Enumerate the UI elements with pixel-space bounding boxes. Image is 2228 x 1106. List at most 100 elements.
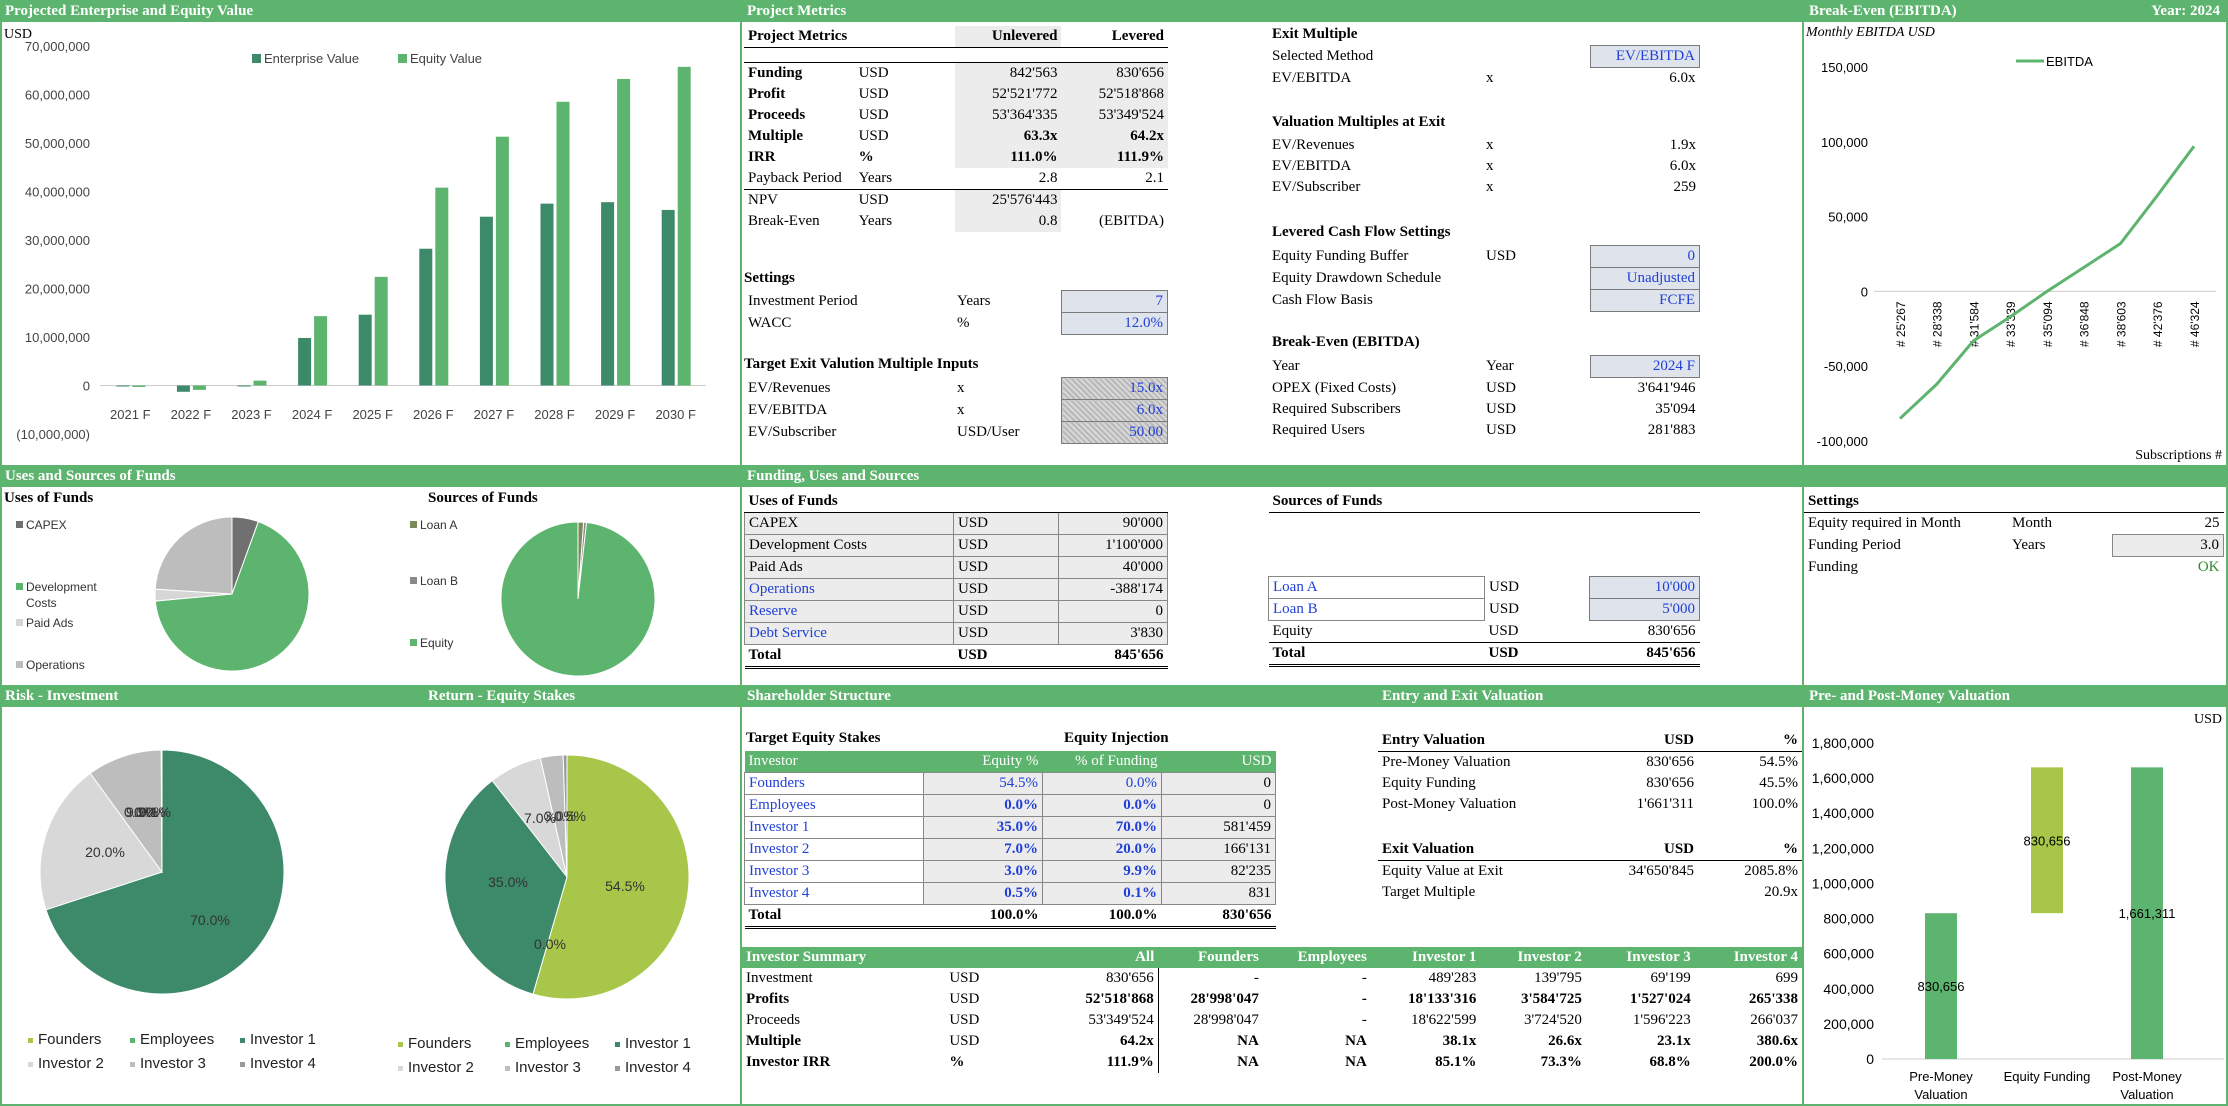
metrics-row-unit: %: [858, 149, 874, 165]
target-exit-title: Target Exit Valution Multiple Inputs: [744, 356, 979, 372]
ev-unit: USD: [4, 27, 32, 42]
summary-head-cell: Founders: [1197, 949, 1259, 965]
target-exit-input[interactable]: 6.0x: [1061, 399, 1168, 422]
settings-input[interactable]: 12.0%: [1061, 312, 1168, 335]
uses-row: Reserve USD 0: [744, 600, 1168, 623]
sources-head: Sources of Funds: [1268, 491, 1700, 513]
ev-panel: Projected Enterprise and Equity Value US…: [0, 0, 740, 465]
return-pie-label: 35.0%: [488, 874, 528, 890]
risk-pie-label: 0.0%: [134, 804, 166, 820]
legend-ev-label: Enterprise Value: [264, 51, 359, 66]
settings2-head: Settings: [1804, 491, 2224, 513]
metrics-panel-header: Project Metrics: [742, 0, 1802, 22]
lcf-input[interactable]: FCFE: [1590, 289, 1700, 312]
entry-usd: 830'656: [1646, 775, 1694, 791]
pp-bar-label: 1,661,311: [2119, 906, 2176, 921]
summary-cell: 73.3%: [1540, 1054, 1582, 1070]
metrics-row-unlevered: 842'563: [954, 62, 1062, 84]
sources-blank: [1269, 555, 1700, 577]
sources-value: 830'656: [1647, 623, 1696, 639]
settings-input[interactable]: 7: [1061, 290, 1168, 313]
stakes-investor[interactable]: Founders: [744, 772, 924, 795]
stakes-total-label: Total: [744, 904, 924, 929]
sources-label[interactable]: Loan B: [1268, 598, 1485, 621]
summary-head: Investor Summary All Founders Employees Inve…: [742, 947, 1802, 968]
stakes-investor[interactable]: Investor 1: [744, 816, 924, 839]
stakes-total-usd: 830'656: [1161, 904, 1276, 929]
stakes-investor[interactable]: Investor 4: [744, 882, 924, 905]
stakes-equity: 54.5%: [923, 772, 1043, 795]
risk-pie-slice: [160, 749, 163, 873]
exit-val-label: Equity Value at Exit: [1382, 863, 1503, 879]
uses-label[interactable]: Operations: [744, 578, 954, 601]
risk-legend-label: Employees: [140, 1031, 214, 1048]
settings2-title: Settings: [1804, 491, 2224, 513]
summary-cell: 38.1x: [1442, 1033, 1477, 1049]
val-multiples-unit: x: [1486, 158, 1494, 174]
stakes-investor[interactable]: Employees: [744, 794, 924, 817]
stakes-funding: 0.0%: [1042, 794, 1162, 817]
metrics-row: IRR% 111.0% 111.9%: [744, 147, 1168, 168]
pp-x-tick: Equity Funding: [2004, 1069, 2091, 1084]
uses-row: Operations USD -388'174: [744, 578, 1168, 601]
lcf-row: Cash Flow Basis FCFE: [1268, 289, 1700, 312]
settings2-table: Settings Equity required in Month Month 25 F…: [1804, 491, 2224, 578]
summary-cell: 265'338: [1748, 991, 1798, 1007]
prepost-chart: USD 1,800,000 1,600,000 1,400,000 1,200,000 1…: [1812, 712, 2224, 1102]
summary-cell: USD: [949, 1033, 980, 1049]
sources-label[interactable]: Loan A: [1268, 576, 1485, 599]
pp-y-tick: 600,000: [1823, 946, 1874, 962]
risk-return-pies: 0.0%0.0%70.0%20.0%9.9%0.1%54.5%0.0%35.0%…: [28, 749, 691, 1076]
pp-bar: [2031, 767, 2063, 914]
uses-label: CAPEX: [744, 512, 954, 535]
exit-val-pct: 20.9x: [1764, 884, 1798, 900]
uses-legend-label: Paid Ads: [26, 616, 73, 630]
lcf-input[interactable]: Unadjusted: [1590, 267, 1700, 290]
lcf-row: Equity Funding Buffer USD 0: [1268, 245, 1700, 268]
risk-legend-label: Investor 2: [38, 1055, 104, 1072]
entry-pct: 45.5%: [1759, 775, 1798, 791]
sources-row: Equity USD 830'656: [1269, 621, 1700, 643]
settings2-value[interactable]: 3.0: [2112, 534, 2224, 557]
sources-legend-swatch: [410, 639, 417, 646]
metrics-row: Profit USD 52'521'772 52'518'868: [744, 84, 1168, 105]
ev-x-tick: 2027 F: [474, 407, 515, 422]
sources-value[interactable]: 5'000: [1589, 598, 1700, 621]
be-value[interactable]: 2024 F: [1590, 355, 1700, 378]
summary-head-cell: Investor Summary: [746, 949, 867, 965]
lcf-unit: USD: [1486, 248, 1517, 264]
sources-value[interactable]: 10'000: [1589, 576, 1700, 599]
blank: [1269, 513, 1700, 535]
summary-cell: NA: [1237, 1054, 1259, 1070]
summary-row: Profits USD 52'518'868 28'998'047 - 18'133'31…: [742, 989, 1802, 1010]
equity-value-bar: [192, 385, 206, 390]
uses-label[interactable]: Debt Service: [744, 622, 954, 645]
settings-title: Settings: [744, 270, 795, 286]
summary-row: Multiple USD 64.2x NA NA 38.1x 26.6x 23.1x 380.6…: [742, 1031, 1802, 1052]
uses-row: CAPEX USD 90'000: [744, 512, 1168, 535]
stakes-row: Investor 2 7.0% 20.0% 166'131: [744, 838, 1276, 861]
legend-eq-swatch: [398, 54, 407, 63]
summary-cell: NA: [1237, 1033, 1259, 1049]
uses-unit: USD: [953, 600, 1059, 623]
stakes-row: Employees 0.0% 0.0% 0: [744, 794, 1276, 817]
target-exit-input[interactable]: 50.00: [1061, 421, 1168, 444]
stakes-investor[interactable]: Investor 3: [744, 860, 924, 883]
lcf-input[interactable]: 0: [1590, 245, 1700, 268]
exit-method-select[interactable]: EV/EBITDA: [1590, 45, 1700, 68]
stakes-equity: 35.0%: [923, 816, 1043, 839]
ev-x-tick: 2024 F: [292, 407, 333, 422]
metrics-row: Break-Even Years 0.8 (EBITDA): [744, 211, 1168, 232]
risk-pie-slice: [45, 749, 285, 995]
uses-label[interactable]: Reserve: [744, 600, 954, 623]
summary-cell: 26.6x: [1548, 1033, 1582, 1049]
stakes-total: Total 100.0% 100.0% 830'656: [744, 904, 1276, 929]
be-row: Required Subscribers USD 35'094: [1268, 399, 1700, 420]
stakes-row: Investor 3 3.0% 9.9% 82'235: [744, 860, 1276, 883]
metrics-row-label: Break-Even: [748, 213, 820, 229]
target-exit-input[interactable]: 15.0x: [1061, 377, 1168, 400]
sources-legend-label: Loan A: [420, 518, 457, 532]
summary-cell: 139'795: [1534, 970, 1582, 986]
stakes-investor[interactable]: Investor 2: [744, 838, 924, 861]
metrics-row-levered: (EBITDA): [1099, 213, 1164, 229]
